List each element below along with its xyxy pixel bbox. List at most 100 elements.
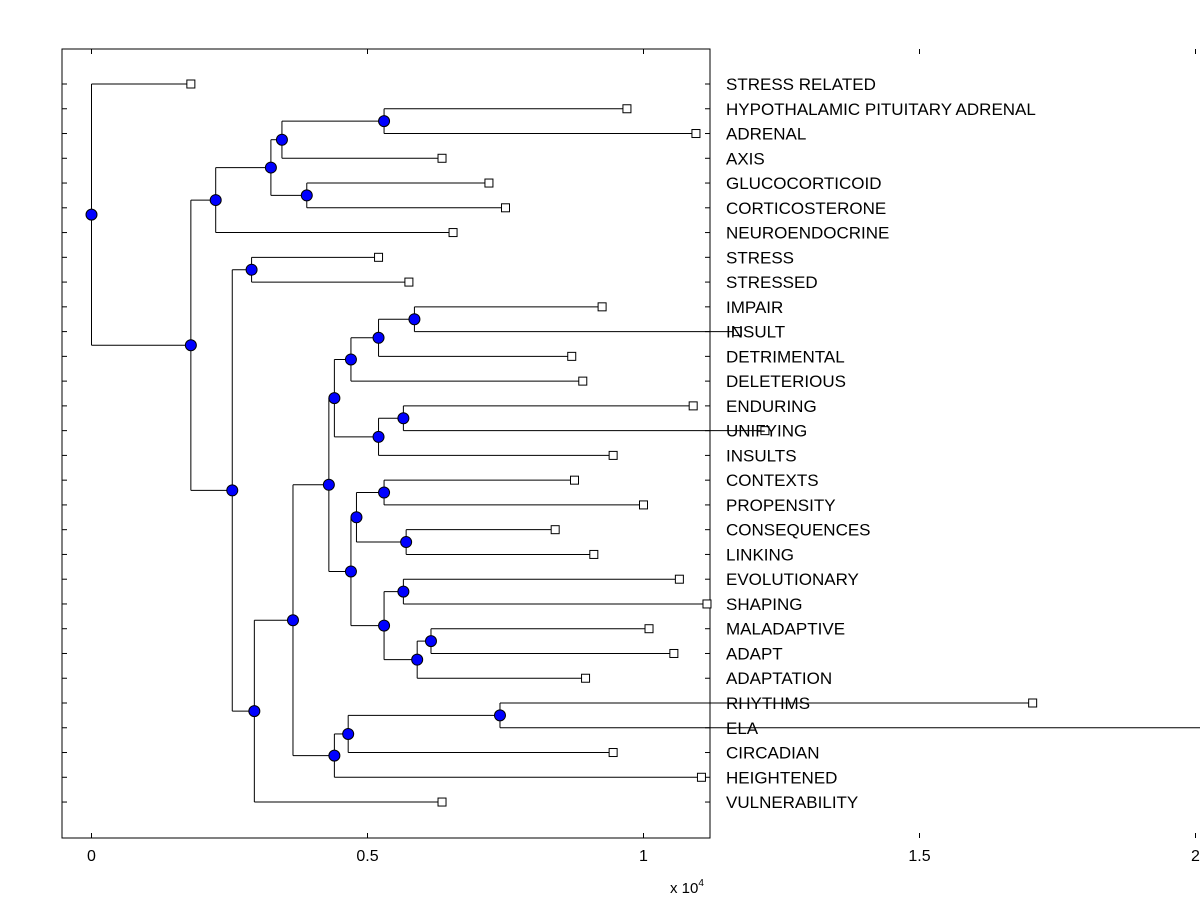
dendrogram-leaf [691, 129, 701, 139]
dendrogram-leaf [644, 624, 654, 634]
dendrogram-node [493, 709, 506, 722]
leaf-label: DETRIMENTAL [726, 347, 845, 366]
dendrogram-node [372, 430, 385, 443]
leaf-label: CONSEQUENCES [726, 521, 871, 540]
dendrogram-node [397, 412, 410, 425]
x-tick-label: 1.5 [908, 848, 930, 865]
dendrogram-node [344, 565, 357, 578]
leaf-label: CIRCADIAN [726, 744, 820, 763]
leaf-label: ADAPT [726, 644, 783, 663]
dendrogram-leaf [437, 153, 447, 163]
leaf-label: HYPOTHALAMIC PITUITARY ADRENAL [726, 100, 1036, 119]
dendrogram-node [350, 511, 363, 524]
leaf-label: ENDURING [726, 397, 817, 416]
leaf-labels: STRESS RELATED HYPOTHALAMIC PITUITARY ADR… [726, 75, 1036, 812]
x-tick-label: 1 [639, 848, 648, 865]
dendrogram-leaf [484, 178, 494, 188]
dendrogram-leaf [589, 549, 599, 559]
dendrogram-node [378, 486, 391, 499]
leaf-label: INSULT [726, 323, 785, 342]
dendrogram-leaf [186, 79, 196, 89]
leaf-label: VULNERABILITY [726, 793, 858, 812]
leaf-label: ELA [726, 719, 759, 738]
dendrogram-leaf [578, 376, 588, 386]
leaf-label: NEUROENDOCRINE [726, 224, 889, 243]
leaf-label: UNIFYING [726, 422, 807, 441]
leaf-label: EVOLUTIONARY [726, 570, 859, 589]
dendrogram-node [328, 749, 341, 762]
dendrogram-node [85, 208, 98, 221]
x-tick-label: 2 [1191, 848, 1200, 865]
dendrogram-node [264, 161, 277, 174]
dendrogram-leaf [597, 302, 607, 312]
dendrogram-node [209, 194, 222, 207]
dendrogram-leaf [702, 599, 712, 609]
leaf-label: SHAPING [726, 595, 803, 614]
dendrogram-leaf [404, 277, 414, 287]
leaf-label: DELETERIOUS [726, 372, 846, 391]
dendrogram-leaf [550, 525, 560, 535]
dendrogram-node [378, 115, 391, 128]
dendrogram-node [411, 653, 424, 666]
dendrogram-leaf [608, 748, 618, 758]
leaf-label: ADRENAL [726, 125, 806, 144]
dendrogram-node [342, 727, 355, 740]
dendrogram-node [328, 392, 341, 405]
dendrogram-leaf [688, 401, 698, 411]
x-multiplier-label: x 104 [670, 878, 704, 897]
dendrogram-node [424, 635, 437, 648]
dendrogram-leaf [374, 252, 384, 262]
dendrogram-leaves [186, 79, 1038, 807]
leaf-label: STRESS RELATED [726, 75, 876, 94]
dendrogram-nodes [85, 115, 506, 762]
x-tick-label: 0 [87, 848, 96, 865]
dendrogram-node [322, 478, 335, 491]
dendrogram-node [372, 331, 385, 344]
dendrogram-node [226, 484, 239, 497]
dendrogram-leaf [639, 500, 648, 510]
dendrogram-leaf [570, 475, 579, 485]
leaf-label: CONTEXTS [726, 471, 819, 490]
leaf-label: IMPAIR [726, 298, 783, 317]
dendrogram-node [245, 263, 258, 276]
leaf-label: PROPENSITY [726, 496, 836, 515]
dendrogram-leaf [567, 351, 577, 361]
dendrogram-leaf [1028, 698, 1038, 708]
leaf-label: HEIGHTENED [726, 768, 837, 787]
dendrogram-node [248, 705, 261, 718]
dendrogram-node [344, 353, 357, 366]
leaf-label: CORTICOSTERONE [726, 199, 886, 218]
dendrogram-node [286, 614, 299, 627]
dendrogram-leaf [437, 797, 447, 807]
leaf-label: ADAPTATION [726, 669, 832, 688]
dendrogram-leaf [732, 327, 742, 337]
leaf-label: INSULTS [726, 446, 797, 465]
leaf-label: AXIS [726, 149, 765, 168]
dendrogram-leaf [669, 648, 679, 658]
dendrogram-node [378, 619, 391, 632]
leaf-label: LINKING [726, 545, 794, 564]
dendrogram-leaf [581, 673, 591, 683]
dendrogram-node [300, 189, 313, 202]
x-tick-label: 0.5 [356, 848, 378, 865]
dendrogram-node [184, 339, 197, 352]
dendrogram-leaf [674, 574, 684, 584]
dendrogram-node [397, 585, 410, 598]
leaf-label: STRESSED [726, 273, 818, 292]
leaf-label: GLUCOCORTICOID [726, 174, 882, 193]
leaf-label: RHYTHMS [726, 694, 810, 713]
x-axis-ticks: 0 0.5 1 1.5 2 [62, 49, 1200, 865]
leaf-label: STRESS [726, 248, 794, 267]
dendrogram-leaf [501, 203, 510, 213]
plot-frame [61, 48, 711, 839]
dendrogram-leaf [608, 450, 618, 460]
dendrogram-node [275, 133, 288, 146]
dendrogram-node [400, 536, 413, 549]
dendrogram-leaf [448, 228, 458, 238]
leaf-label: MALADAPTIVE [726, 620, 845, 639]
dendrogram-leaf [760, 426, 770, 436]
dendrogram-leaf [696, 772, 706, 782]
dendrogram-node [408, 313, 421, 326]
dendrogram-leaf [622, 104, 632, 114]
